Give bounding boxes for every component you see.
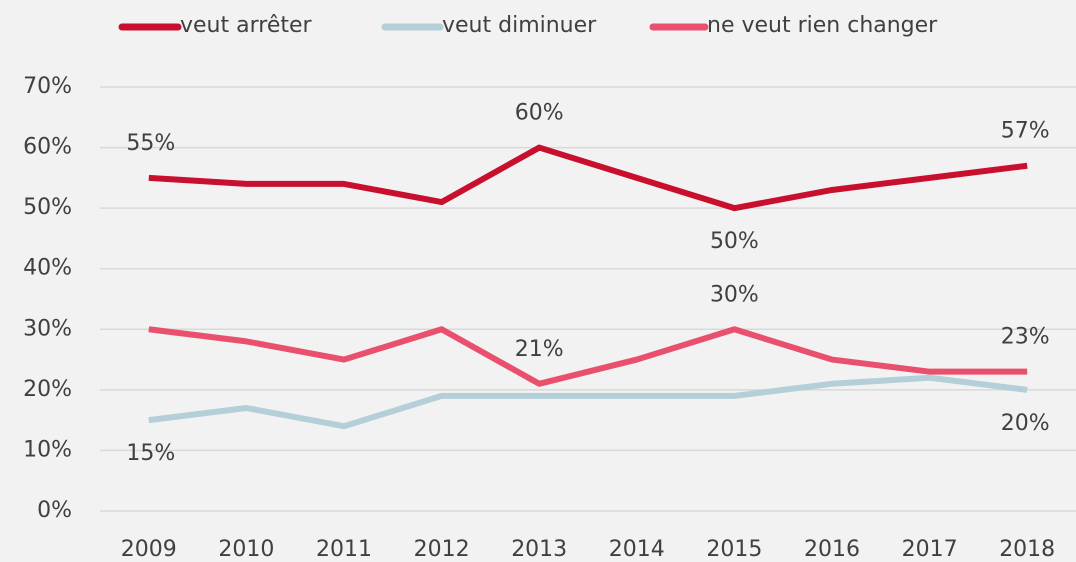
x-tick-label: 2011 bbox=[316, 537, 372, 562]
x-tick-label: 2018 bbox=[999, 537, 1055, 562]
data-label: 50% bbox=[710, 229, 759, 254]
legend-label: ne veut rien changer bbox=[707, 13, 938, 38]
x-tick-label: 2016 bbox=[804, 537, 860, 562]
data-label: 23% bbox=[1001, 325, 1050, 350]
legend-label: veut diminuer bbox=[442, 13, 597, 38]
x-tick-label: 2010 bbox=[218, 537, 274, 562]
x-tick-label: 2017 bbox=[902, 537, 958, 562]
y-tick-label: 10% bbox=[23, 437, 72, 462]
series-line bbox=[148, 374, 1028, 430]
y-tick-label: 20% bbox=[23, 377, 72, 402]
data-label: 57% bbox=[1001, 119, 1050, 144]
data-label: 21% bbox=[515, 337, 564, 362]
series-line bbox=[148, 144, 1028, 212]
data-label: 15% bbox=[126, 441, 175, 466]
y-tick-label: 0% bbox=[37, 498, 72, 523]
x-tick-label: 2013 bbox=[511, 537, 567, 562]
data-label: 60% bbox=[515, 101, 564, 126]
x-tick-label: 2012 bbox=[414, 537, 470, 562]
data-label: 20% bbox=[1001, 411, 1050, 436]
series-line bbox=[148, 326, 1028, 387]
y-tick-label: 30% bbox=[23, 316, 72, 341]
x-tick-label: 2014 bbox=[609, 537, 665, 562]
data-label: 30% bbox=[710, 282, 759, 307]
data-label: 55% bbox=[126, 131, 175, 156]
legend-label: veut arrêter bbox=[180, 13, 313, 38]
y-tick-label: 70% bbox=[23, 74, 72, 99]
y-tick-label: 60% bbox=[23, 135, 72, 160]
x-tick-label: 2015 bbox=[706, 537, 762, 562]
x-tick-label: 2009 bbox=[121, 537, 177, 562]
y-tick-label: 40% bbox=[23, 256, 72, 281]
y-tick-label: 50% bbox=[23, 195, 72, 220]
